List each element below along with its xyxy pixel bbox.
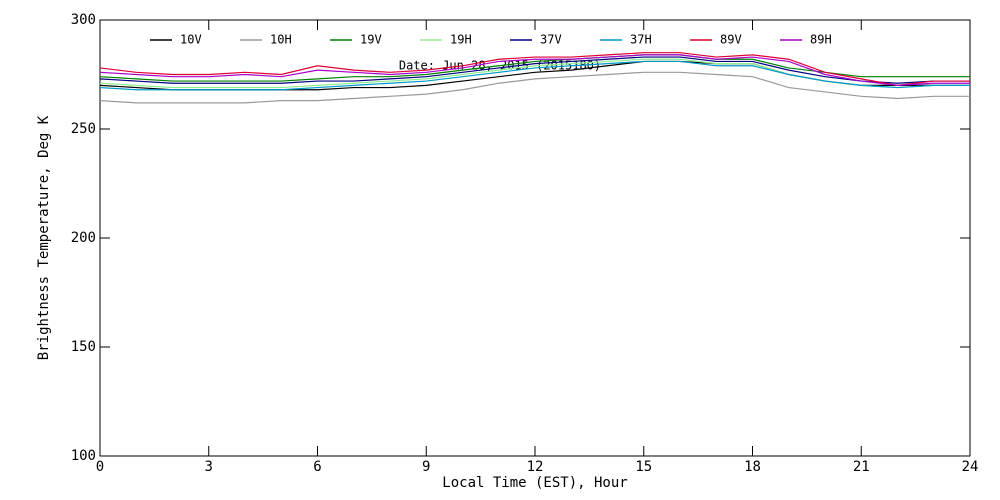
- y-tick-label: 200: [71, 230, 96, 246]
- legend-label: 10V: [180, 33, 202, 47]
- y-tick-label: 250: [71, 121, 96, 137]
- x-tick-label: 0: [96, 459, 104, 475]
- legend-label: 89H: [810, 33, 832, 47]
- y-tick-label: 100: [71, 448, 96, 464]
- x-tick-label: 3: [205, 459, 213, 475]
- series-line: [99, 71, 970, 104]
- legend-label: 89V: [720, 33, 742, 47]
- x-tick-label: 9: [422, 459, 430, 475]
- y-tick-label: 150: [71, 339, 96, 355]
- x-tick-label: 15: [635, 459, 652, 475]
- series-line: [99, 52, 970, 87]
- series-line: [99, 56, 970, 84]
- x-tick-label: 12: [527, 459, 544, 475]
- x-tick-label: 18: [744, 459, 761, 475]
- y-tick-label: 300: [71, 12, 96, 28]
- legend-label: 19V: [360, 33, 382, 47]
- legend-label: 10H: [270, 33, 292, 47]
- legend-label: 37V: [540, 33, 562, 47]
- x-tick-label: 24: [962, 459, 979, 475]
- x-axis-label: Local Time (EST), Hour: [442, 475, 627, 491]
- legend-label: 37H: [630, 33, 652, 47]
- y-axis-label: Brightness Temperature, Deg K: [36, 115, 52, 360]
- series-line: [99, 60, 970, 91]
- series-line: [99, 54, 970, 87]
- legend-label: 19H: [450, 33, 472, 47]
- x-tick-label: 6: [313, 459, 321, 475]
- plot-frame: [99, 19, 971, 457]
- x-tick-label: 21: [853, 459, 870, 475]
